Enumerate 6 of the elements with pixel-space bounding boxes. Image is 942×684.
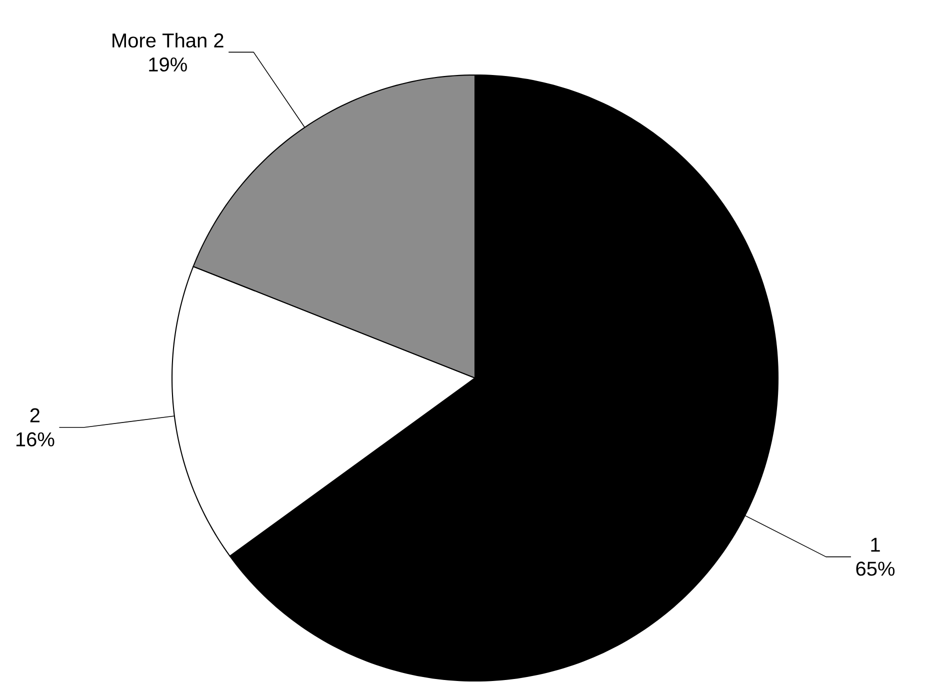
slice-label: More Than 2 [112, 32, 224, 48]
slice-label: 1 [871, 538, 880, 552]
data-label: 65% [856, 562, 895, 576]
data-label: 19% [149, 57, 187, 72]
data-label: 16% [16, 432, 54, 446]
slice-label: 2 [30, 408, 40, 422]
